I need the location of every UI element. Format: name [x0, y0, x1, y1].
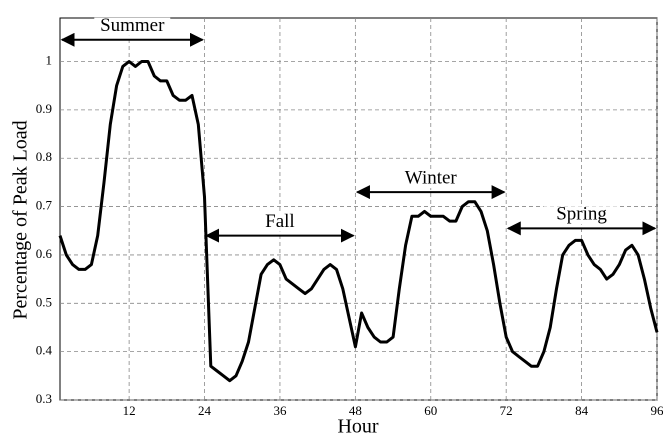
y-tick-label: 0.7	[36, 198, 53, 213]
x-tick-label: 84	[575, 403, 589, 418]
y-tick-label: 0.9	[36, 101, 52, 116]
x-tick-label: 60	[424, 403, 437, 418]
x-tick-label: 48	[349, 403, 362, 418]
y-tick-label: 0.5	[36, 294, 52, 309]
y-tick-label: 1	[46, 53, 53, 68]
x-tick-label: 24	[198, 403, 212, 418]
y-tick-label: 0.6	[36, 246, 53, 261]
x-tick-label: 36	[273, 403, 287, 418]
x-tick-label: 12	[123, 403, 136, 418]
y-tick-label: 0.4	[36, 343, 53, 358]
y-tick-label: 0.3	[36, 391, 52, 406]
season-label: Spring	[556, 204, 607, 225]
season-label: Winter	[405, 167, 458, 188]
season-label: Fall	[265, 211, 295, 232]
y-tick-label: 0.8	[36, 149, 52, 164]
x-tick-label: 96	[651, 403, 663, 418]
y-axis-label: Percentage of Peak Load	[10, 120, 32, 319]
season-label: Summer	[100, 15, 165, 36]
x-axis-label: Hour	[337, 416, 378, 437]
x-tick-label: 72	[500, 403, 513, 418]
